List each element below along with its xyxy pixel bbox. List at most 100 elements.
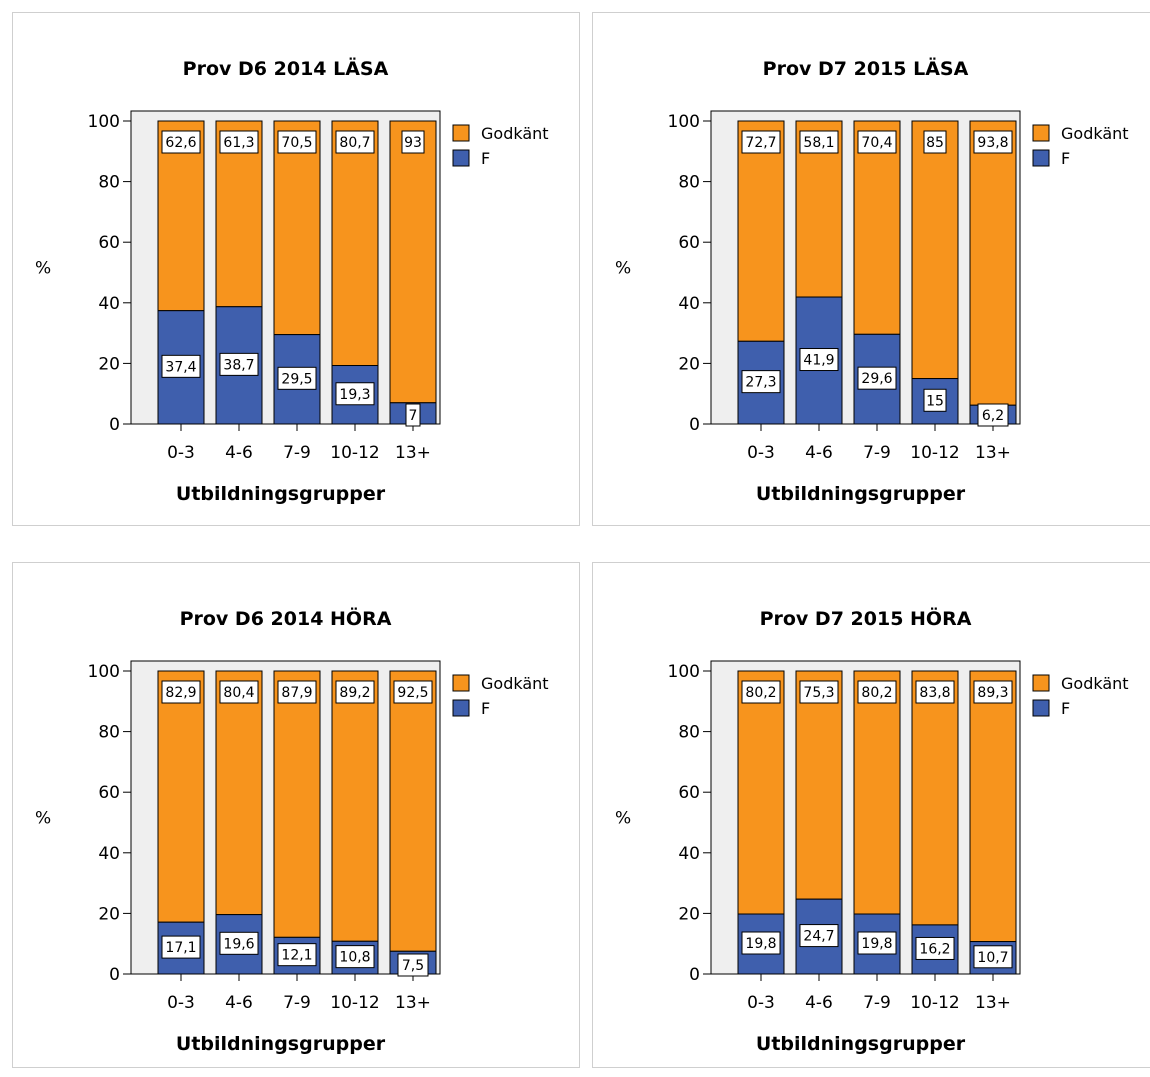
data-label-box (219, 130, 259, 154)
data-label-box (857, 680, 897, 704)
legend-label: Godkänt (481, 674, 549, 693)
x-tick-label: 4-6 (225, 993, 253, 1013)
x-tick-label: 7-9 (283, 993, 311, 1013)
chart-title: Prov D6 2014 LÄSA (183, 56, 389, 80)
data-label-box (799, 348, 839, 372)
data-label-f: 29,6 (861, 371, 892, 387)
data-label-godkant: 93 (404, 135, 422, 151)
legend-swatch-godkant (452, 674, 470, 692)
chart-panel-d7-2015-lasa: Prov D7 2015 LÄSA 0 20 40 60 80 100% 0-3 72,7 27,… (592, 12, 1150, 526)
data-label-f: 29,5 (281, 371, 312, 387)
data-label-f: 7,5 (402, 958, 424, 974)
data-label-godkant: 80,4 (223, 685, 254, 701)
y-tick-label: 100 (88, 662, 120, 682)
y-tick-label: 40 (678, 844, 700, 864)
y-tick-label: 60 (98, 783, 120, 803)
y-tick-label: 80 (678, 723, 700, 743)
x-tick-label: 7-9 (863, 443, 891, 463)
bar-godkant-0-3 (157, 670, 205, 923)
data-label-godkant: 61,3 (223, 135, 254, 151)
y-tick-label: 20 (98, 354, 120, 374)
x-tick-label: 7-9 (863, 993, 891, 1013)
data-label-f: 27,3 (745, 375, 776, 391)
y-tick-label: 0 (689, 415, 700, 435)
chart-panel-d7-2015-hora: Prov D7 2015 HÖRA 0 20 40 60 80 100% 0-3 80,2 19,… (592, 562, 1150, 1068)
y-tick-label: 40 (98, 294, 120, 314)
data-label-box (161, 354, 201, 378)
x-axis-title: Utbildningsgrupper (176, 1033, 386, 1055)
data-label-godkant: 70,5 (281, 135, 312, 151)
data-label-box (973, 945, 1013, 969)
data-label-box (915, 936, 955, 960)
y-tick-label: 60 (98, 233, 120, 253)
x-tick-label: 7-9 (283, 443, 311, 463)
data-label-box (401, 130, 425, 154)
data-label-box (741, 931, 781, 955)
data-label-box (857, 931, 897, 955)
data-label-godkant: 62,6 (165, 135, 196, 151)
chart-title: Prov D7 2015 LÄSA (763, 56, 969, 80)
legend-swatch-f (452, 699, 470, 717)
bar-godkant-13+ (389, 120, 437, 404)
bar-godkant-7-9 (853, 670, 901, 915)
x-axis-title: Utbildningsgrupper (176, 483, 386, 505)
data-label-f: 15 (926, 393, 944, 409)
data-label-box (923, 130, 947, 154)
legend-swatch-f (1032, 699, 1050, 717)
data-label-box (161, 680, 201, 704)
bar-godkant-10-12 (331, 670, 379, 942)
data-label-box (799, 924, 839, 948)
chart-panel-d6-2014-lasa: Prov D6 2014 LÄSA 0 20 40 60 80 100% 0-3 62,6 37,… (12, 12, 580, 526)
x-axis-title: Utbildningsgrupper (756, 483, 966, 505)
data-label-godkant: 80,2 (861, 685, 892, 701)
data-label-box (277, 366, 317, 390)
data-label-box (799, 680, 839, 704)
bar-godkant-7-9 (853, 120, 901, 335)
x-tick-label: 13+ (975, 443, 1011, 463)
x-tick-label: 0-3 (167, 443, 195, 463)
data-label-box (799, 130, 839, 154)
data-label-f: 19,8 (745, 936, 776, 952)
data-label-box (277, 680, 317, 704)
y-tick-label: 20 (98, 904, 120, 924)
chart-panel-d6-2014-hora: Prov D6 2014 HÖRA 0 20 40 60 80 100% 0-3 82,9 17,… (12, 562, 580, 1068)
data-label-godkant: 93,8 (977, 135, 1008, 151)
y-tick-label: 40 (678, 294, 700, 314)
data-label-box (397, 953, 429, 977)
data-label-godkant: 70,4 (861, 135, 892, 151)
bar-godkant-4-6 (795, 670, 843, 900)
data-label-box (741, 130, 781, 154)
data-label-box (915, 680, 955, 704)
x-tick-label: 13+ (975, 993, 1011, 1013)
chart-svg: Prov D7 2015 LÄSA 0 20 40 60 80 100% 0-3 72,7 27,… (615, 56, 1129, 505)
data-label-box (277, 943, 317, 967)
data-label-godkant: 92,5 (397, 685, 428, 701)
data-label-f: 19,8 (861, 936, 892, 952)
x-tick-label: 10-12 (910, 993, 959, 1013)
y-tick-label: 100 (668, 662, 700, 682)
legend-swatch-godkant (452, 124, 470, 142)
data-label-f: 10,8 (339, 950, 370, 966)
data-label-godkant: 85 (926, 135, 944, 151)
data-label-box (973, 680, 1013, 704)
y-tick-label: 80 (98, 723, 120, 743)
y-tick-label: 40 (98, 844, 120, 864)
data-label-godkant: 89,3 (977, 685, 1008, 701)
chart-svg: Prov D6 2014 HÖRA 0 20 40 60 80 100% 0-3 82,9 17,… (35, 606, 549, 1055)
chart-title: Prov D6 2014 HÖRA (180, 606, 392, 630)
bar-godkant-0-3 (737, 120, 785, 342)
data-label-f: 6,2 (982, 408, 1004, 424)
data-label-f: 12,1 (281, 948, 312, 964)
y-tick-label: 0 (109, 965, 120, 985)
data-label-box (277, 130, 317, 154)
data-label-f: 19,3 (339, 387, 370, 403)
legend-label: Godkänt (481, 124, 549, 143)
legend-swatch-f (452, 149, 470, 167)
data-label-godkant: 89,2 (339, 685, 370, 701)
legend-swatch-godkant (1032, 674, 1050, 692)
data-label-godkant: 75,3 (803, 685, 834, 701)
x-tick-label: 10-12 (330, 993, 379, 1013)
x-tick-label: 4-6 (805, 443, 833, 463)
data-label-godkant: 80,2 (745, 685, 776, 701)
y-tick-label: 0 (109, 415, 120, 435)
